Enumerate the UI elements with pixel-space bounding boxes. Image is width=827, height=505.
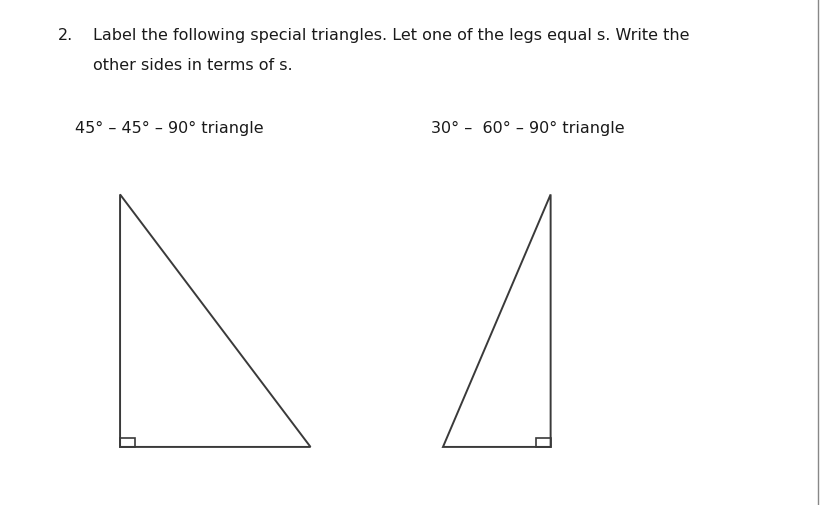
Text: 2.: 2.	[58, 28, 73, 43]
Text: other sides in terms of ​s.: other sides in terms of ​s.	[93, 58, 292, 73]
Text: 45° – 45° – 90° triangle: 45° – 45° – 90° triangle	[74, 121, 263, 136]
Text: 30° –  60° – 90° triangle: 30° – 60° – 90° triangle	[430, 121, 624, 136]
Text: Label the following special triangles. Let one of the legs equal ​s. Write the: Label the following special triangles. L…	[93, 28, 688, 43]
